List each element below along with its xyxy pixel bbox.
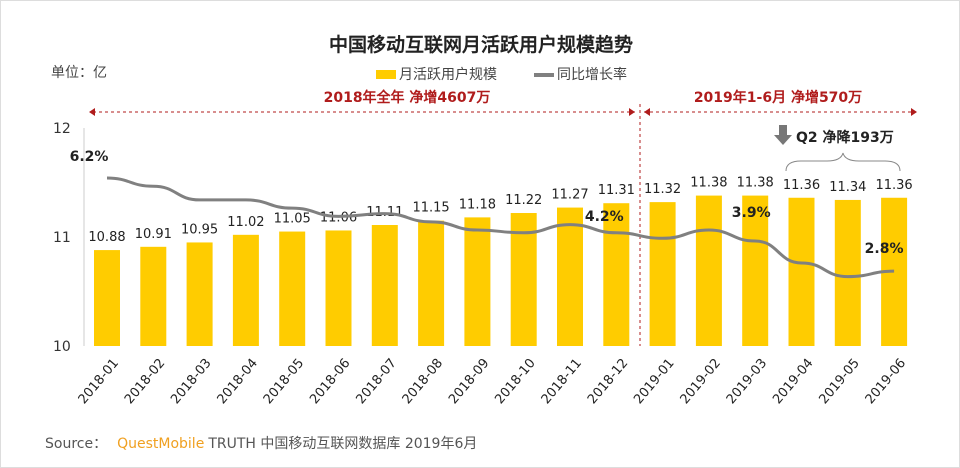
line-value-label: 3.9%: [732, 205, 771, 221]
x-tick-label: 2018-12: [585, 356, 631, 407]
bar-value-label: 11.06: [320, 210, 357, 225]
bar-value-label: 11.38: [737, 176, 774, 191]
bar: [94, 250, 120, 346]
bar: [695, 195, 722, 346]
bar: [464, 217, 491, 346]
bar-value-label: 11.02: [227, 215, 264, 230]
down-arrow-icon: [774, 125, 792, 145]
x-tick-label: 2018-04: [215, 356, 261, 407]
x-tick-label: 2018-09: [446, 356, 492, 407]
source-label: Source：: [45, 436, 108, 452]
legend-bar-swatch: [376, 70, 396, 79]
bar: [603, 203, 630, 346]
x-tick-label: 2018-10: [492, 356, 538, 407]
bar: [649, 202, 676, 346]
bar: [418, 220, 445, 346]
bar-value-label: 11.18: [459, 197, 496, 212]
bar: [510, 213, 537, 346]
bar-value-label: 11.36: [783, 178, 820, 193]
annotation-2019: 2019年1-6月 净增570万: [694, 89, 862, 106]
chart-title: 中国移动互联网月活跃用户规模趋势: [329, 33, 633, 56]
x-tick-label: 2018-07: [353, 356, 399, 407]
x-tick-label: 2019-02: [678, 356, 724, 407]
bar-value-label: 11.32: [644, 182, 681, 197]
bar-value-label: 11.15: [412, 201, 449, 216]
x-tick-label: 2018-06: [307, 356, 353, 407]
legend-line-label: 同比增长率: [557, 66, 627, 83]
line-value-label: 2.8%: [865, 241, 904, 257]
x-tick-label: 2018-11: [539, 356, 585, 407]
bar-value-label: 11.31: [598, 183, 635, 198]
annotation-q2: Q2 净降193万: [796, 129, 894, 146]
unit-label: 单位：亿: [51, 65, 107, 81]
y-tick-label: 11: [53, 230, 71, 246]
bar: [279, 231, 306, 346]
bar-value-label: 11.38: [690, 176, 727, 191]
y-tick-label: 10: [53, 339, 71, 355]
x-tick-label: 2018-03: [168, 356, 214, 407]
x-tick-label: 2019-05: [816, 356, 862, 407]
bar: [742, 195, 769, 346]
x-tick-label: 2019-06: [863, 356, 909, 407]
bar-value-label: 10.95: [181, 222, 218, 237]
annotation-2018: 2018年全年 净增4607万: [324, 89, 491, 106]
bar-value-label: 10.91: [135, 227, 172, 242]
bar-value-label: 10.88: [88, 230, 125, 245]
x-tick-label: 2018-02: [122, 356, 168, 407]
bar: [325, 230, 352, 346]
line-value-label: 4.2%: [585, 209, 624, 225]
x-tick-label: 2018-01: [76, 356, 122, 407]
bar-value-label: 11.05: [274, 212, 311, 227]
growth-line: [106, 176, 895, 279]
bar: [140, 246, 167, 346]
x-tick-label: 2018-08: [400, 356, 446, 407]
bar-value-label: 11.36: [875, 178, 912, 193]
x-tick-label: 2019-03: [724, 356, 770, 407]
bar-value-label: 11.27: [551, 188, 588, 203]
bar: [834, 199, 861, 346]
bar-value-label: 11.34: [829, 180, 866, 195]
bar: [371, 225, 398, 346]
bar: [232, 234, 259, 346]
legend-bar-label: 月活跃用户规模: [399, 66, 497, 83]
source-text: TRUTH 中国移动互联网数据库 2019年6月: [208, 436, 478, 452]
x-tick-label: 2018-05: [261, 356, 307, 407]
y-tick-label: 12: [53, 121, 71, 137]
source-brand: QuestMobile: [117, 436, 205, 452]
q2-brace: [785, 152, 901, 172]
bar: [788, 197, 815, 346]
x-tick-label: 2019-01: [631, 356, 677, 407]
source-note: Source： QuestMobile TRUTH 中国移动互联网数据库 2019年…: [45, 433, 477, 453]
x-tick-label: 2019-04: [770, 356, 816, 407]
bar: [186, 242, 213, 346]
bar: [557, 207, 583, 346]
line-value-label: 6.2%: [70, 149, 109, 165]
bar-value-label: 11.22: [505, 193, 542, 208]
